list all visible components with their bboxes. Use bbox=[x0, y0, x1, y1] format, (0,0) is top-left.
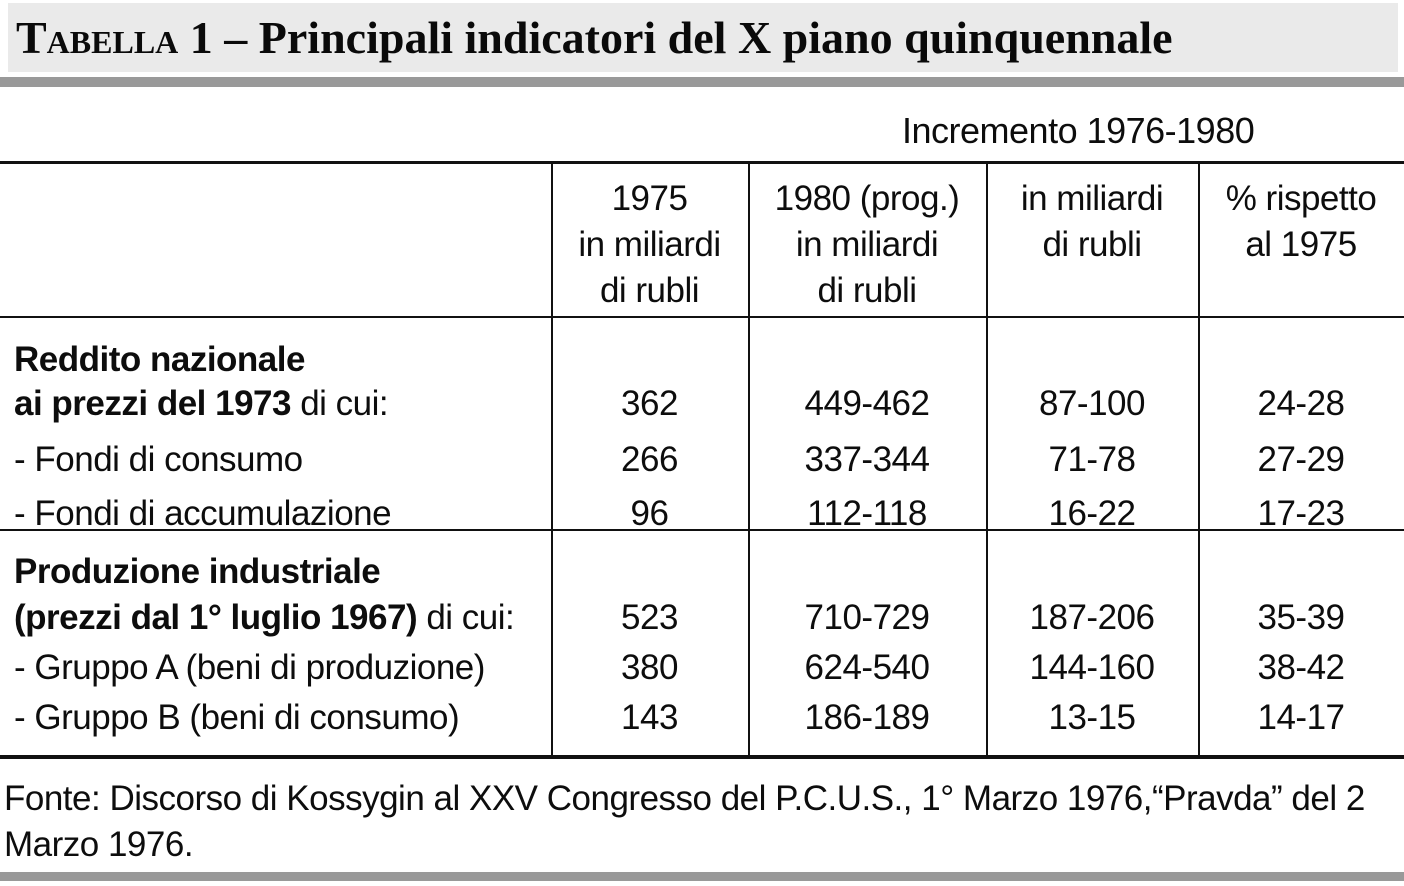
header-line: in miliardi bbox=[578, 225, 721, 264]
row-label-rest: - Gruppo B (beni di consumo) bbox=[14, 698, 460, 737]
section-intro-row: Reddito nazionale bbox=[0, 337, 1404, 383]
section-separator-rule bbox=[0, 529, 1404, 531]
cell-value: 87-100 bbox=[1039, 384, 1145, 423]
cell-value: 96 bbox=[630, 494, 669, 533]
title-divider-bar bbox=[0, 77, 1404, 87]
header-line: di rubli bbox=[599, 271, 700, 310]
cell-value: 27-29 bbox=[1257, 440, 1345, 479]
cell-value: 144-160 bbox=[1029, 648, 1155, 687]
table-row: (prezzi dal 1° luglio 1967) di cui: 523 … bbox=[0, 595, 1404, 641]
header-cell-increment-rubli: in miliardi di rubli bbox=[986, 176, 1198, 314]
cell-value: 380 bbox=[621, 648, 678, 687]
header-cell-1975: 1975 in miliardi di rubli bbox=[551, 176, 748, 314]
row-label: - Fondi di accumulazione bbox=[0, 494, 551, 534]
cell-value: 13-15 bbox=[1048, 698, 1136, 737]
cell-value: 337-344 bbox=[804, 440, 930, 479]
row-label: Reddito nazionale bbox=[14, 340, 305, 379]
header-line: in miliardi bbox=[795, 225, 939, 264]
row-label-bold: ai prezzi del 1973 bbox=[14, 384, 291, 423]
cell-value: 186-189 bbox=[804, 698, 930, 737]
table-bottom-rule bbox=[0, 755, 1404, 759]
cell-value: 187-206 bbox=[1029, 598, 1155, 637]
cell-value: 71-78 bbox=[1048, 440, 1136, 479]
column-divider bbox=[551, 164, 553, 755]
row-label-rest: - Fondi di consumo bbox=[14, 440, 303, 479]
header-cell-1980-prog: 1980 (prog.) in miliardi di rubli bbox=[748, 176, 986, 314]
cell-value: 710-729 bbox=[804, 598, 930, 637]
table-title: Tabella 1 – Principali indicatori del X … bbox=[16, 8, 1173, 68]
row-label-rest: di cui: bbox=[290, 384, 389, 423]
cell-value: 362 bbox=[621, 384, 678, 423]
column-divider bbox=[986, 164, 988, 755]
header-line: di rubli bbox=[817, 271, 917, 310]
header-line: in miliardi bbox=[1020, 179, 1164, 218]
cell-value: 449-462 bbox=[804, 384, 930, 423]
row-label-rest: - Fondi di accumulazione bbox=[14, 494, 392, 533]
cell-value: 38-42 bbox=[1257, 648, 1345, 687]
row-label: ai prezzi del 1973 di cui: bbox=[0, 384, 551, 424]
cell-value: 35-39 bbox=[1257, 598, 1345, 637]
cell-value: 14-17 bbox=[1257, 698, 1345, 737]
cell-value: 17-23 bbox=[1257, 494, 1345, 533]
table-row: - Fondi di consumo 266 337-344 71-78 27-… bbox=[0, 437, 1404, 483]
column-group-label: Incremento 1976-1980 bbox=[902, 110, 1255, 151]
cell-value: 624-540 bbox=[804, 648, 930, 687]
header-line: al 1975 bbox=[1245, 225, 1357, 264]
column-divider bbox=[1198, 164, 1200, 755]
cell-value: 266 bbox=[621, 440, 678, 479]
header-line: 1975 bbox=[611, 179, 688, 218]
row-label: - Gruppo A (beni di produzione) bbox=[0, 648, 551, 688]
cell-value: 523 bbox=[621, 598, 678, 637]
header-cell-empty bbox=[0, 176, 551, 314]
header-cell-increment-percent: % rispetto al 1975 bbox=[1198, 176, 1404, 314]
row-label: - Gruppo B (beni di consumo) bbox=[0, 698, 551, 738]
source-note-line: Fonte: Discorso di Kossygin al XXV Congr… bbox=[4, 779, 1365, 818]
row-label: - Fondi di consumo bbox=[0, 440, 551, 480]
column-divider bbox=[748, 164, 750, 755]
table-top-rule bbox=[0, 161, 1404, 164]
cell-value: 24-28 bbox=[1257, 384, 1345, 423]
source-note-line: Marzo 1976. bbox=[4, 825, 194, 864]
cell-value: 16-22 bbox=[1048, 494, 1136, 533]
table-header-row: 1975 in miliardi di rubli 1980 (prog.) i… bbox=[0, 176, 1404, 314]
row-label-bold: (prezzi dal 1° luglio 1967) bbox=[14, 598, 418, 637]
row-label-rest: - Gruppo A (beni di produzione) bbox=[14, 648, 485, 687]
table-title-rest: 1 – Principali indicatori del X piano qu… bbox=[178, 12, 1173, 63]
table-row: - Gruppo A (beni di produzione) 380 624-… bbox=[0, 645, 1404, 691]
bottom-divider-bar bbox=[0, 872, 1404, 881]
header-bottom-rule bbox=[0, 316, 1404, 318]
cell-value: 143 bbox=[621, 698, 678, 737]
cell-value: 112-118 bbox=[807, 494, 927, 533]
row-label: (prezzi dal 1° luglio 1967) di cui: bbox=[0, 598, 551, 638]
section-intro-row: Produzione industriale bbox=[0, 549, 1404, 595]
table-title-bar: Tabella 1 – Principali indicatori del X … bbox=[8, 3, 1398, 72]
header-line: di rubli bbox=[1042, 225, 1142, 264]
table-row: - Gruppo B (beni di consumo) 143 186-189… bbox=[0, 695, 1404, 741]
table-row: - Fondi di accumulazione 96 112-118 16-2… bbox=[0, 491, 1404, 537]
table-title-smallcaps: Tabella bbox=[16, 12, 179, 63]
header-line: % rispetto bbox=[1225, 179, 1377, 218]
table-row: ai prezzi del 1973 di cui: 362 449-462 8… bbox=[0, 381, 1404, 427]
row-label: Produzione industriale bbox=[14, 552, 381, 591]
header-line: 1980 (prog.) bbox=[774, 179, 960, 218]
row-label-rest: di cui: bbox=[417, 598, 515, 637]
